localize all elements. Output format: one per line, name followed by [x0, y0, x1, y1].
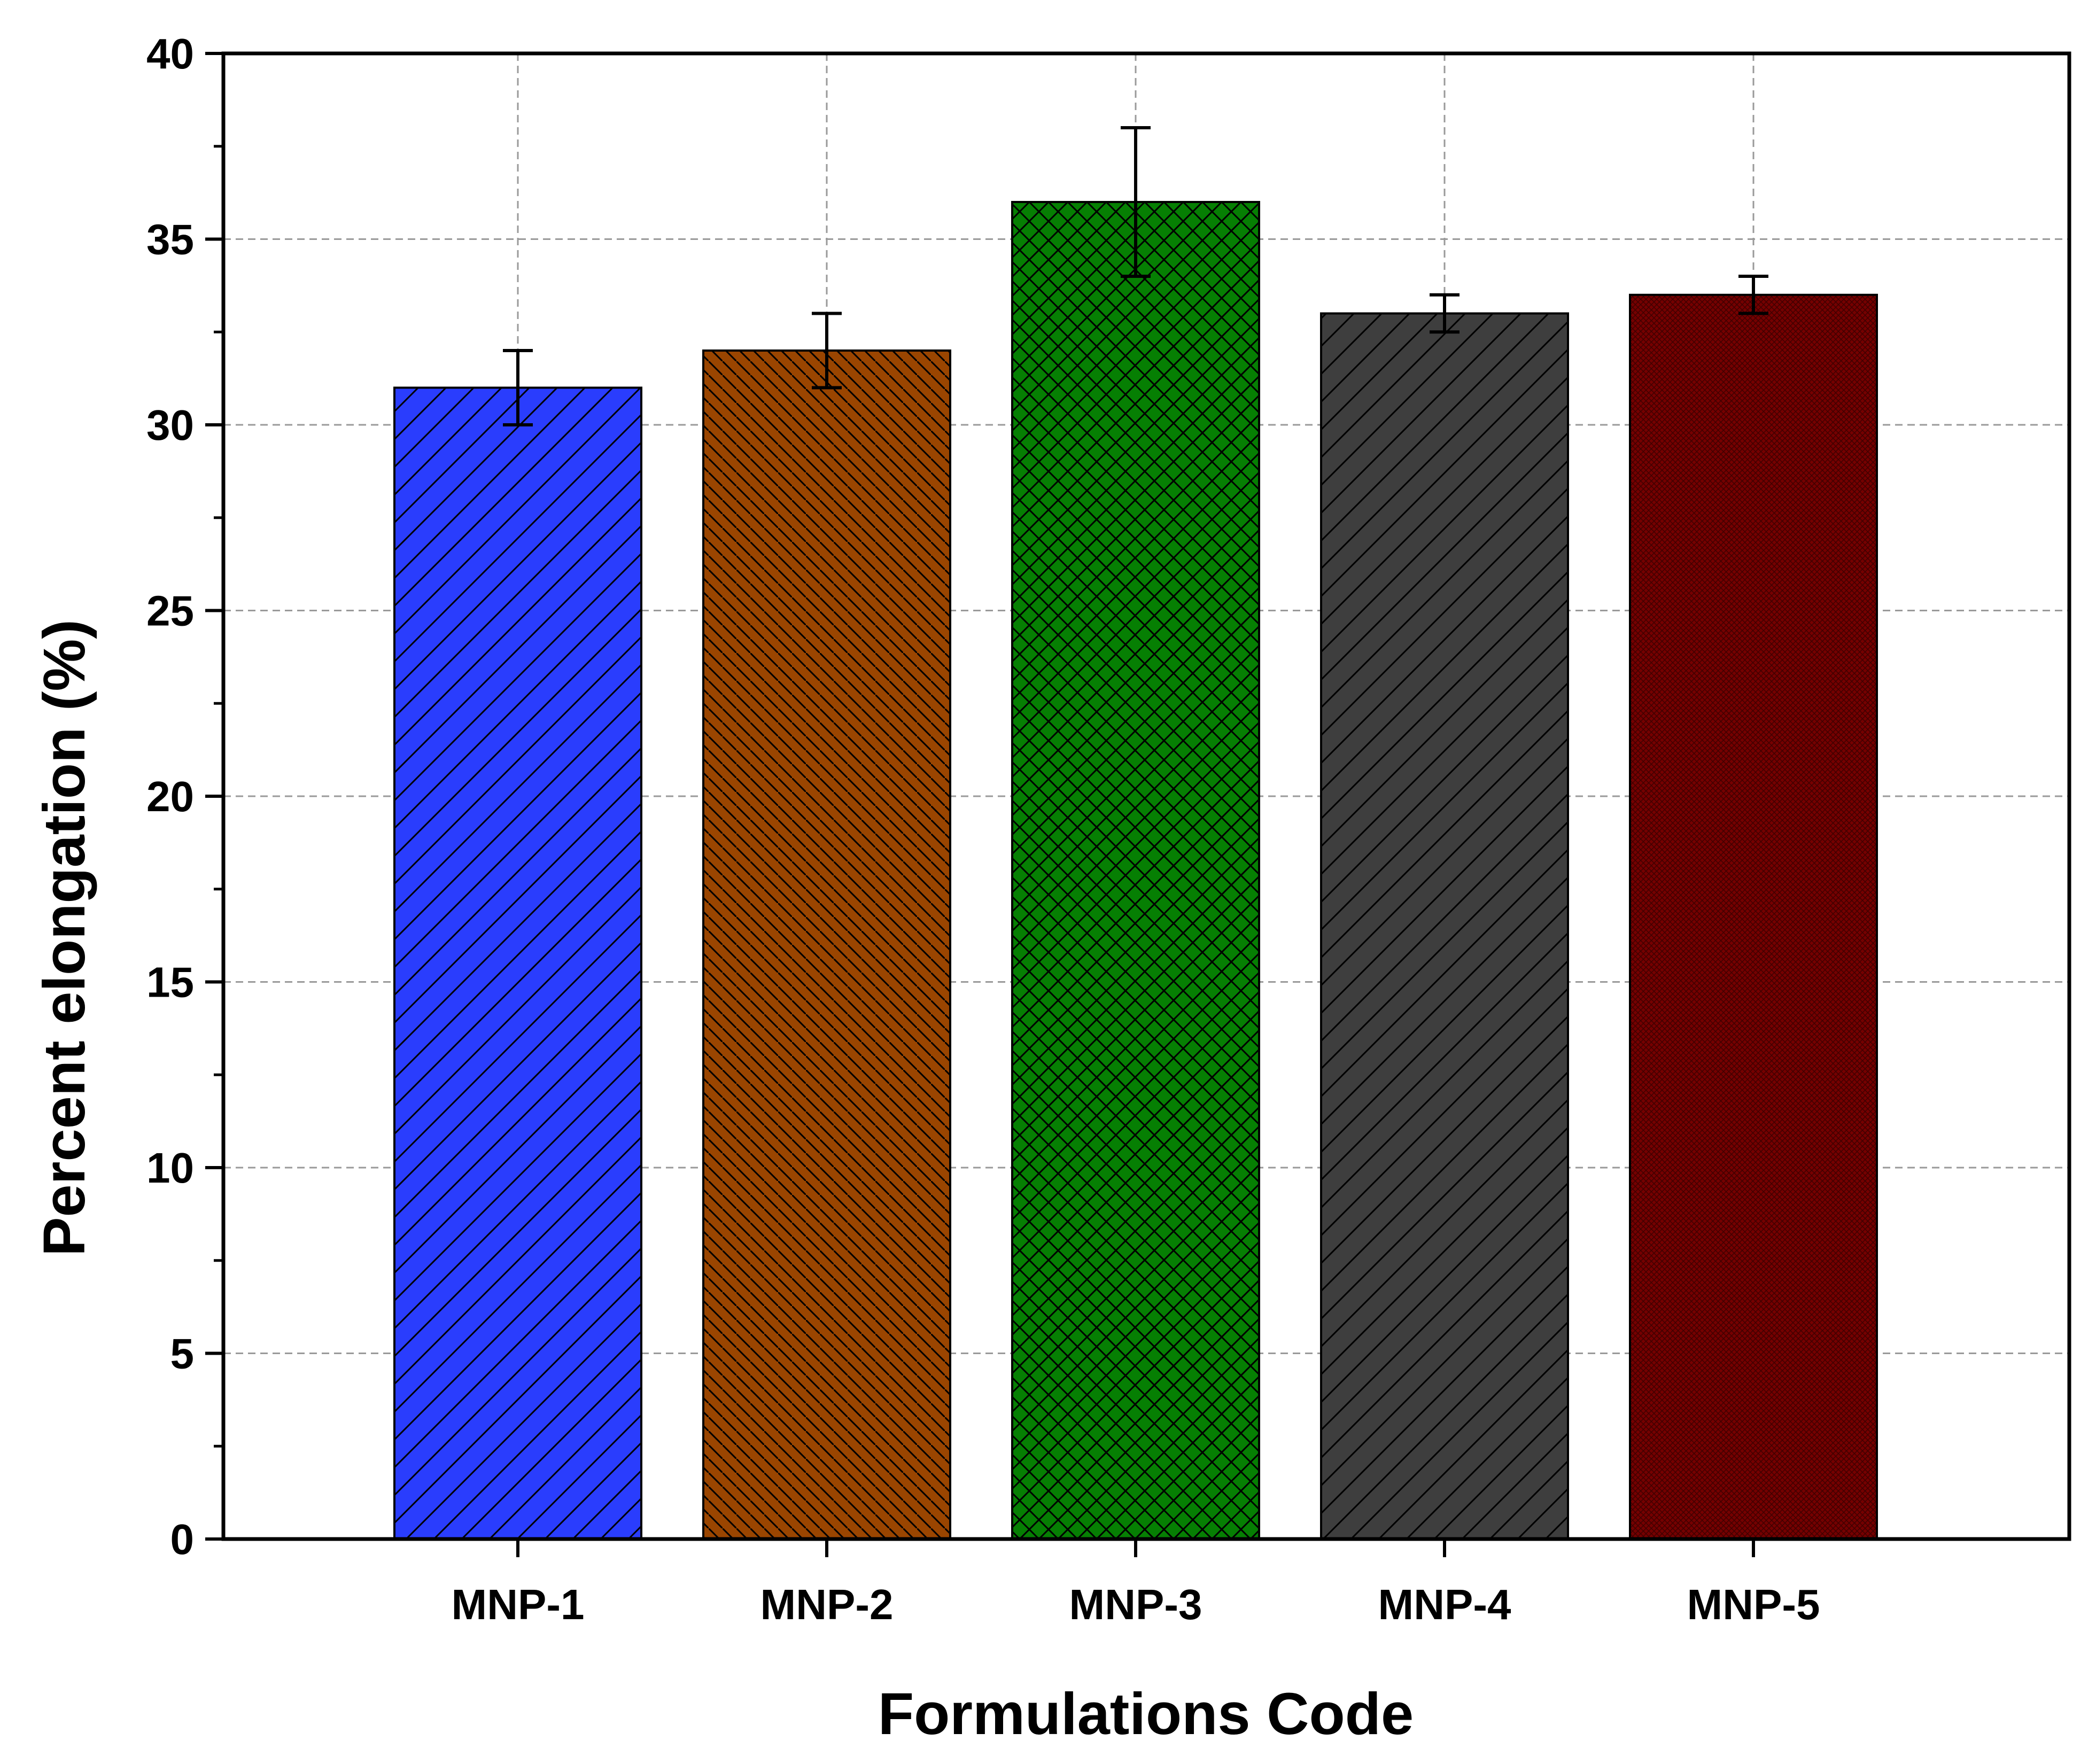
- y-tick-label: 10: [146, 1144, 194, 1192]
- y-tick-label: 5: [170, 1330, 195, 1378]
- bar-pattern-mnp-1: [393, 386, 642, 1540]
- bar-pattern-mnp-3: [1011, 201, 1260, 1540]
- x-tick-label: MNP-2: [760, 1581, 894, 1628]
- tick-labels: 0 5 10 15 20 25 30 35 40 MNP-1 MNP-2 MNP-3 MNP-4 MNP-…: [146, 30, 1820, 1628]
- x-tick-label: MNP-1: [452, 1581, 585, 1628]
- bars: [393, 201, 1878, 1540]
- y-axis-title: Percent elongation (%): [32, 619, 97, 1256]
- y-tick-label: 25: [146, 587, 194, 635]
- bar-pattern-mnp-5: [1629, 293, 1878, 1540]
- y-tick-label: 0: [170, 1516, 195, 1563]
- y-tick-label: 30: [146, 401, 194, 449]
- y-tick-label: 35: [146, 216, 194, 263]
- axis-ticks: [205, 52, 1755, 1557]
- y-tick-label: 40: [146, 30, 194, 77]
- x-tick-label: MNP-5: [1687, 1581, 1820, 1628]
- y-tick-label: 15: [146, 959, 194, 1006]
- x-tick-label: MNP-4: [1378, 1581, 1511, 1628]
- bar-pattern-mnp-4: [1320, 312, 1569, 1540]
- error-bars: [503, 126, 1768, 426]
- y-tick-label: 20: [146, 773, 194, 820]
- bar-pattern-mnp-2: [702, 349, 951, 1540]
- x-axis-title: Formulations Code: [878, 1681, 1414, 1747]
- x-tick-label: MNP-3: [1069, 1581, 1202, 1628]
